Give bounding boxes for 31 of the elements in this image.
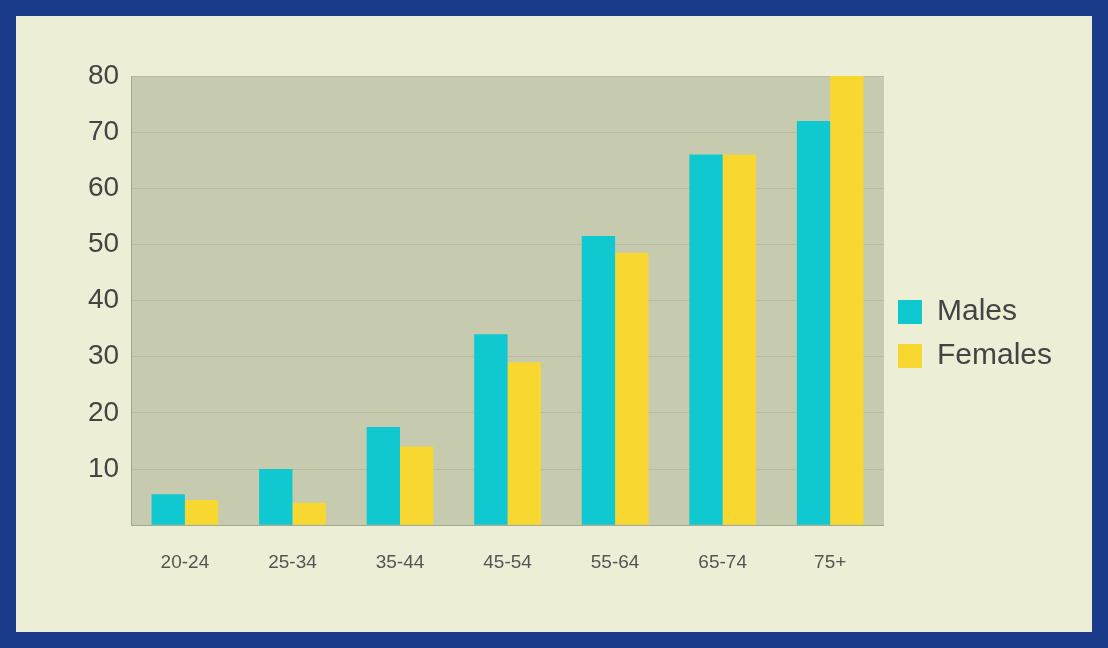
bar (259, 469, 293, 525)
bar (184, 499, 219, 525)
bar (151, 494, 185, 525)
x-tick-label: 55-64 (590, 550, 640, 572)
y-tick-label: 70 (87, 114, 120, 146)
bar (830, 76, 864, 525)
bar (474, 334, 508, 525)
bar (400, 446, 434, 525)
x-tick-label: 35-44 (375, 550, 425, 572)
bar (507, 362, 541, 525)
x-tick-label: 45-54 (483, 550, 533, 572)
y-tick-label: 30 (87, 339, 120, 371)
bar (366, 426, 401, 525)
bar (292, 502, 326, 525)
y-tick-label: 50 (87, 227, 120, 259)
bar (615, 252, 649, 525)
bar (796, 120, 831, 525)
x-tick-label: 65-74 (698, 550, 748, 572)
x-tick-label: 75+ (814, 550, 847, 572)
x-tick-label: 25-34 (268, 550, 318, 572)
y-tick-label: 10 (87, 451, 120, 483)
y-tick-label: 40 (87, 283, 120, 315)
legend-label: Males (936, 293, 1017, 327)
bar (689, 154, 723, 525)
y-tick-label: 80 (87, 58, 120, 90)
bar (722, 154, 756, 525)
y-tick-label: 20 (87, 395, 120, 427)
legend-label: Females (936, 337, 1053, 371)
x-tick-label: 20-24 (160, 550, 210, 572)
bar (581, 236, 616, 525)
y-tick-label: 60 (87, 171, 120, 203)
